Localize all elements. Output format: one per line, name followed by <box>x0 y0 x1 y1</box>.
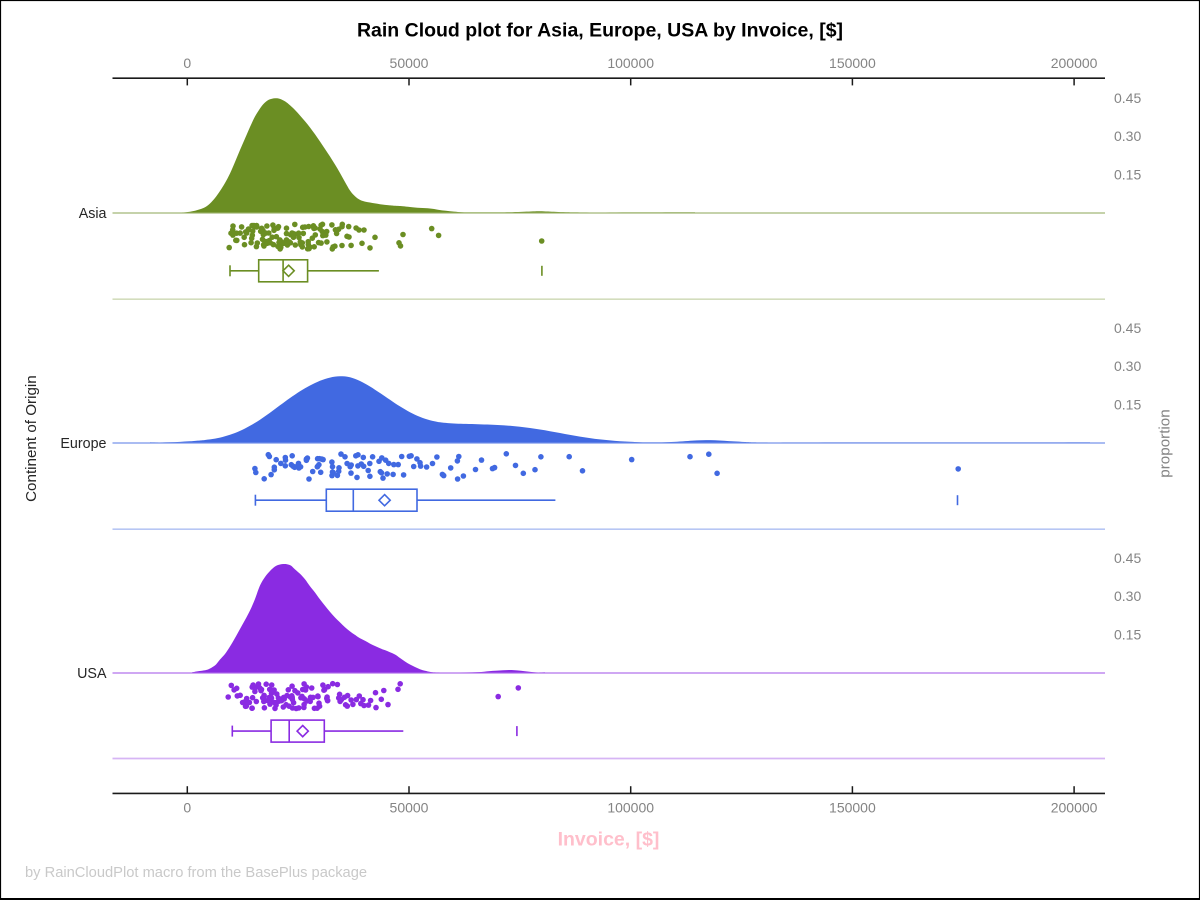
svg-text:Europe: Europe <box>60 436 106 452</box>
svg-text:0.45: 0.45 <box>1114 550 1141 566</box>
svg-text:0: 0 <box>183 799 191 815</box>
svg-text:USA: USA <box>77 666 107 682</box>
svg-text:0.45: 0.45 <box>1114 320 1141 336</box>
svg-text:200000: 200000 <box>1051 55 1098 71</box>
svg-text:150000: 150000 <box>829 799 876 815</box>
svg-text:Continent of Origin: Continent of Origin <box>23 375 40 502</box>
svg-text:0.30: 0.30 <box>1114 588 1141 604</box>
svg-text:0: 0 <box>183 55 191 71</box>
svg-text:by RainCloudPlot macro from th: by RainCloudPlot macro from the BasePlus… <box>25 865 367 881</box>
svg-text:Asia: Asia <box>79 206 107 222</box>
svg-text:200000: 200000 <box>1051 799 1098 815</box>
svg-text:0.30: 0.30 <box>1114 128 1141 144</box>
svg-text:50000: 50000 <box>390 799 429 815</box>
svg-text:0.45: 0.45 <box>1114 90 1141 106</box>
svg-text:Rain Cloud plot for Asia, Euro: Rain Cloud plot for Asia, Europe, USA by… <box>357 20 843 42</box>
svg-text:100000: 100000 <box>607 799 654 815</box>
svg-text:0.15: 0.15 <box>1114 166 1141 182</box>
svg-text:0.15: 0.15 <box>1114 626 1141 642</box>
svg-text:50000: 50000 <box>390 55 429 71</box>
svg-text:Invoice, [$]: Invoice, [$] <box>558 829 660 851</box>
svg-text:0.30: 0.30 <box>1114 358 1141 374</box>
svg-text:150000: 150000 <box>829 55 876 71</box>
svg-text:proportion: proportion <box>1157 409 1174 477</box>
svg-text:0.15: 0.15 <box>1114 396 1141 412</box>
svg-text:100000: 100000 <box>607 55 654 71</box>
